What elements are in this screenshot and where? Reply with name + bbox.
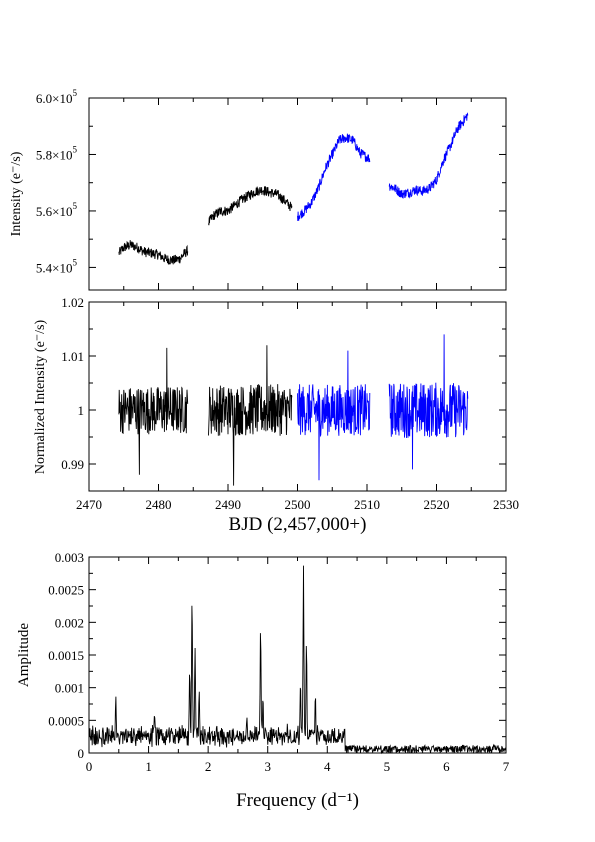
x-tick-label: 2520 bbox=[424, 497, 450, 512]
normalized-light-curve-y-label: Normalized Intensity (e⁻/s) bbox=[33, 319, 48, 474]
y-tick-label: 6.0×105 bbox=[36, 88, 78, 106]
y-tick-label: 5.6×105 bbox=[36, 201, 78, 219]
y-tick-exponent: 5 bbox=[73, 201, 78, 211]
amplitude-spectrum-axes: 0 1 2 3 4 5 6 7 0 0.0005 0.001 0.0015 0.002 0.0025 0.0… bbox=[48, 550, 510, 774]
series-line-0 bbox=[118, 240, 189, 265]
y-tick-label: 1.02 bbox=[61, 295, 84, 310]
bjd-x-label: BJD (2,457,000+) bbox=[229, 514, 367, 535]
raw-light-curve-series bbox=[118, 112, 469, 265]
y-tick-exponent: 5 bbox=[73, 88, 78, 98]
y-tick-label: 0.0005 bbox=[48, 713, 84, 728]
y-tick-label: 0 bbox=[78, 746, 85, 761]
amplitude-spectrum-frame bbox=[88, 556, 507, 754]
x-tick-label: 2470 bbox=[76, 497, 102, 512]
x-tick-label: 5 bbox=[384, 759, 391, 774]
raw-light-curve-panel: 5.4×105 5.6×105 5.8×105 6.0×105 Intensity (… bbox=[9, 88, 507, 291]
y-tick-label: 1 bbox=[78, 403, 85, 418]
y-tick-label: 0.99 bbox=[61, 457, 84, 472]
raw-light-curve-axes: 5.4×105 5.6×105 5.8×105 6.0×105 bbox=[36, 88, 507, 290]
y-tick-exponent: 5 bbox=[73, 144, 78, 154]
x-tick-label: 1 bbox=[145, 759, 152, 774]
y-tick-label: 5.4×105 bbox=[36, 257, 78, 275]
x-tick-label: 2530 bbox=[493, 497, 519, 512]
frequency-x-label: Frequency (d⁻¹) bbox=[236, 790, 359, 811]
series-line-2 bbox=[297, 133, 371, 222]
amplitude-spectrum-series bbox=[88, 565, 507, 755]
raw-light-curve-y-label: Intensity (e⁻/s) bbox=[9, 151, 24, 236]
x-tick-label: 2510 bbox=[354, 497, 380, 512]
x-tick-label: 2 bbox=[205, 759, 212, 774]
y-tick-label: 0.0015 bbox=[48, 648, 84, 663]
series-line-0 bbox=[118, 347, 189, 475]
series-line-1 bbox=[208, 186, 293, 226]
amplitude-spectrum-panel: 0 1 2 3 4 5 6 7 0 0.0005 0.001 0.0015 0.002 0.0025 0.0… bbox=[16, 550, 510, 811]
series-line-0 bbox=[88, 565, 507, 755]
y-tick-label: 5.8×105 bbox=[36, 144, 78, 162]
normalized-light-curve-panel: 2470 2480 2490 2500 2510 2520 2530 0.99 1 1.01 1.0… bbox=[33, 295, 519, 535]
amplitude-y-label: Amplitude bbox=[16, 623, 32, 688]
x-tick-label: 4 bbox=[324, 759, 331, 774]
y-tick-label: 0.002 bbox=[55, 615, 84, 630]
series-line-3 bbox=[388, 334, 469, 470]
normalized-light-curve-series bbox=[118, 334, 469, 486]
normalized-light-curve-axes: 2470 2480 2490 2500 2510 2520 2530 0.99 1 1.01 1.0… bbox=[61, 295, 519, 512]
x-tick-label: 2490 bbox=[215, 497, 241, 512]
x-tick-label: 2500 bbox=[285, 497, 311, 512]
x-tick-label: 0 bbox=[86, 759, 93, 774]
x-tick-label: 3 bbox=[264, 759, 271, 774]
series-line-2 bbox=[297, 350, 371, 481]
y-tick-label: 0.001 bbox=[55, 681, 84, 696]
x-tick-label: 7 bbox=[503, 759, 510, 774]
y-tick-label: 0.003 bbox=[55, 550, 84, 565]
series-line-1 bbox=[208, 345, 293, 486]
raw-light-curve-frame bbox=[88, 97, 507, 291]
x-tick-label: 2480 bbox=[146, 497, 172, 512]
y-tick-label: 0.0025 bbox=[48, 583, 84, 598]
x-tick-label: 6 bbox=[443, 759, 450, 774]
series-line-3 bbox=[388, 112, 469, 199]
y-tick-label: 1.01 bbox=[61, 349, 84, 364]
y-tick-exponent: 5 bbox=[73, 257, 78, 267]
